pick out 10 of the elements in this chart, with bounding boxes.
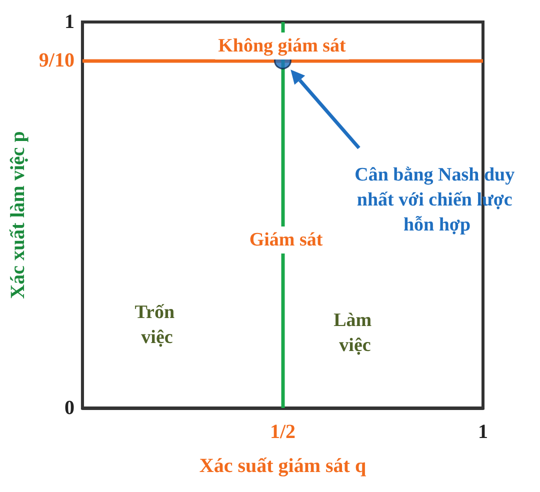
annotation: Không giám sát bbox=[218, 36, 347, 56]
annotation: Trốn việc bbox=[134, 302, 180, 348]
y-tick-label: 9/10 bbox=[38, 50, 74, 72]
y-tick-label: 1 bbox=[64, 11, 74, 33]
annotation: Làm việc bbox=[334, 310, 376, 356]
x-axis-title: Xác suất giám sát q bbox=[199, 455, 366, 477]
y-tick-label: 0 bbox=[64, 397, 74, 419]
y-axis-title: Xác xuất làm việc p bbox=[7, 131, 29, 299]
annotation: Giám sát bbox=[249, 230, 324, 250]
x-tick-label: 1/2 bbox=[270, 421, 296, 443]
